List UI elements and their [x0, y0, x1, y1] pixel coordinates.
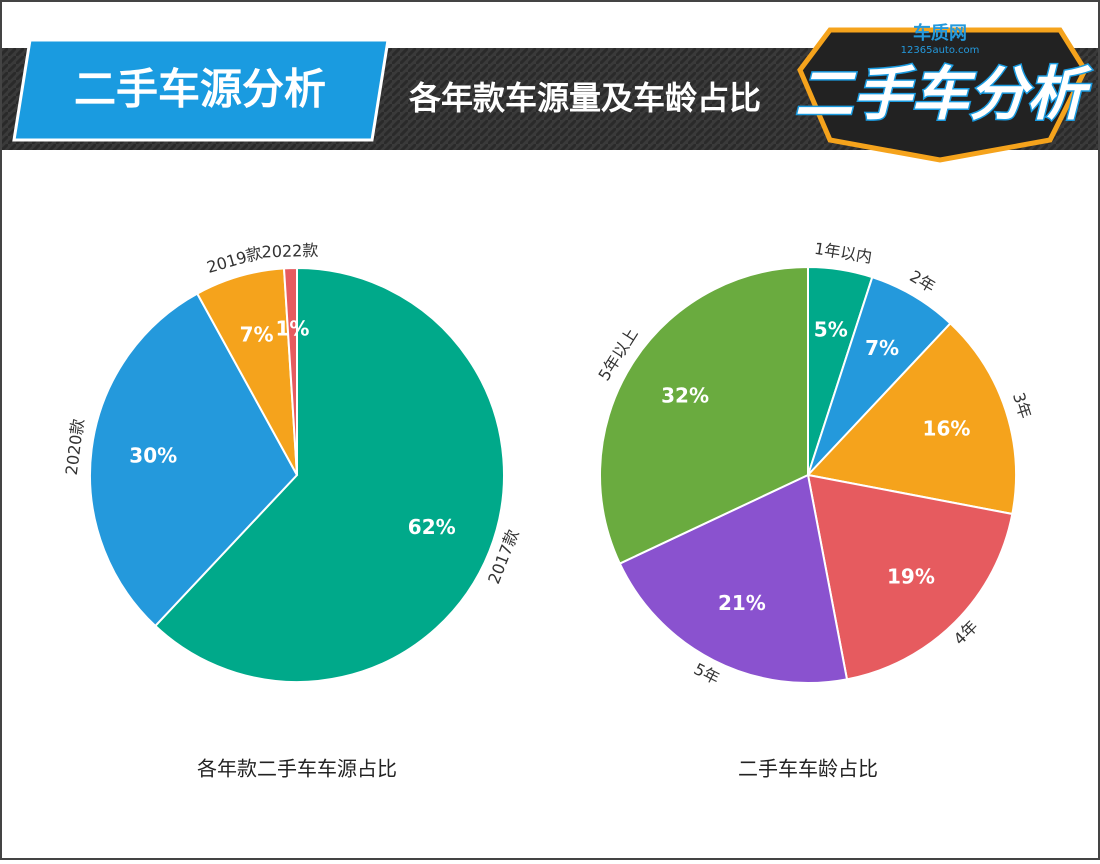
header-tag-box: [12, 38, 390, 142]
pie-slice: [618, 473, 849, 684]
pie-slice: [153, 266, 505, 683]
value-label: 32%: [661, 383, 709, 407]
value-label: 30%: [129, 443, 177, 467]
logo-brand: 车质网: [913, 22, 967, 44]
value-label: 7%: [240, 322, 274, 346]
value-label: 1%: [275, 317, 309, 341]
pie-slice: [599, 265, 809, 565]
logo-text: 二手车分析: [795, 60, 1092, 128]
value-label: 21%: [718, 591, 766, 615]
logo-badge: [797, 27, 1088, 163]
category-label: 2022款: [261, 241, 318, 262]
pie-slice: [282, 266, 298, 476]
chart-title: 各年款二手车车源占比: [197, 757, 397, 781]
header-tag: 二手车源分析: [74, 65, 326, 114]
value-label: 62%: [408, 515, 456, 539]
pie-slice: [89, 292, 299, 628]
value-label: 16%: [923, 417, 971, 441]
header-subtitle: 各年款车源量及车龄占比: [409, 79, 761, 117]
pie-slice: [806, 473, 1014, 681]
logo-site: 12365auto.com: [901, 45, 980, 56]
value-label: 5%: [814, 318, 848, 342]
pie-slice: [806, 321, 1017, 516]
value-label: 7%: [865, 336, 899, 360]
value-label: 19%: [887, 564, 935, 588]
chart-title: 二手车车龄占比: [738, 757, 878, 781]
